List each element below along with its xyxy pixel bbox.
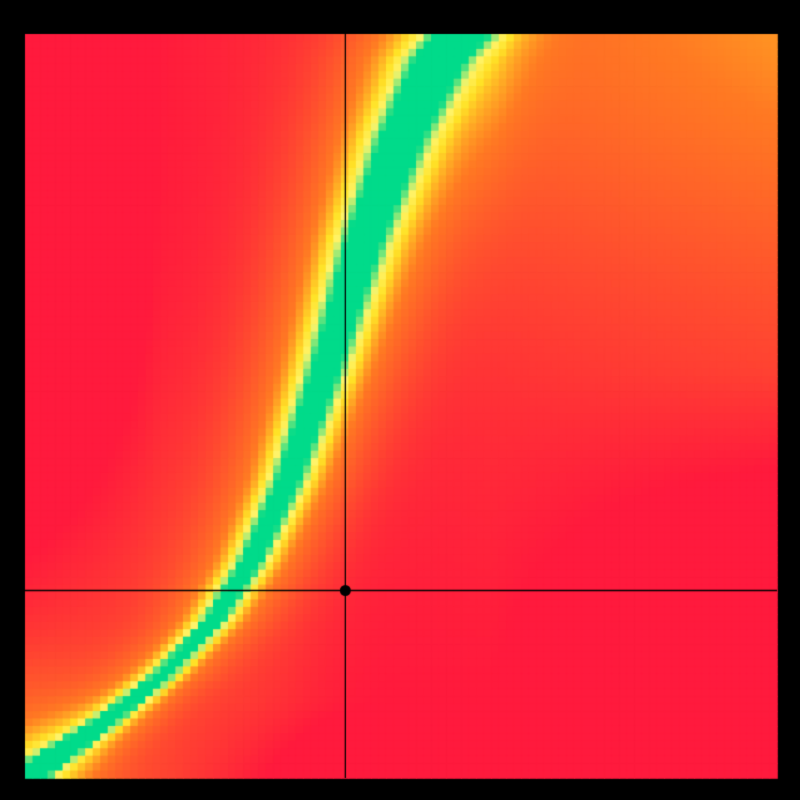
- chart-container: TheBottlenecker.com: [0, 0, 800, 800]
- heatmap-canvas: [0, 0, 800, 800]
